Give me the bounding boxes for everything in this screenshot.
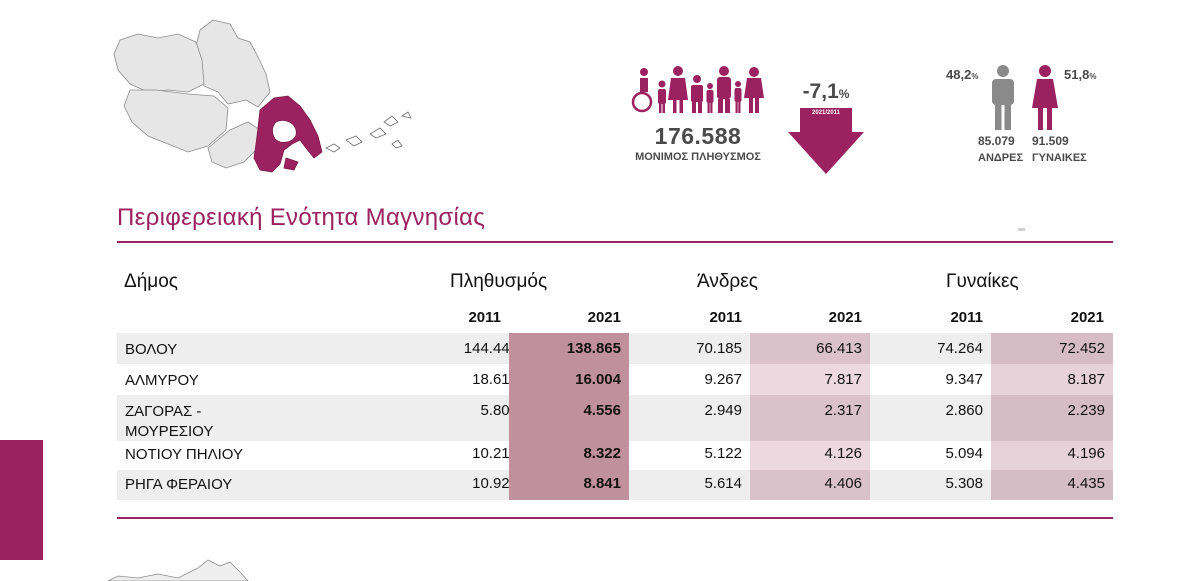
men-2011-value: 70.185: [696, 340, 742, 357]
year-women-2011: 2011: [950, 309, 983, 326]
pop-2011-value: 10.216: [472, 445, 518, 462]
people-group-icon: [631, 66, 764, 113]
pop-2011-value: 18.614: [472, 371, 518, 388]
change-period: 2021/2011: [811, 110, 841, 116]
next-region-map: [108, 559, 249, 581]
year-pop-2021: 2021: [587, 309, 621, 326]
male-figure-icon: [992, 65, 1014, 130]
women-2021-value: 4.196: [991, 441, 1113, 470]
men-2011-value: 9.267: [704, 371, 742, 388]
population-summary: 176.588 ΜΟΝΙΜΟΣ ΠΛΗΘΥΣΜΟΣ: [618, 64, 778, 163]
header-population: Πληθυσμός: [450, 271, 548, 292]
women-2011-value: 5.094: [945, 445, 983, 462]
side-accent-bar: [0, 440, 43, 560]
population-label: ΜΟΝΙΜΟΣ ΠΛΗΘΥΣΜΟΣ: [635, 151, 761, 163]
municipality-name: ΑΛΜΥΡΟΥ: [125, 372, 199, 389]
men-2021-value: 4.126: [750, 441, 870, 470]
table-row: ΑΛΜΥΡΟΥ 18.614 16.004 9.267 7.817 9.347 …: [117, 364, 1113, 395]
table-row: ΡΗΓΑ ΦΕΡΑΙΟΥ 10.922 8.841 5.614 4.406 5.…: [117, 470, 1113, 500]
women-2011-value: 74.264: [937, 340, 983, 357]
men-2021-value: 7.817: [750, 364, 870, 395]
year-women-2021: 2021: [1070, 309, 1104, 326]
header-men: Άνδρες: [697, 271, 758, 292]
table-row: ΖΑΓΟΡΑΣ - ΜΟΥΡΕΣΙΟΥ 5.809 4.556 2.949 2.…: [117, 395, 1113, 441]
male-label: ΑΝΔΡΕΣ: [978, 152, 1024, 164]
table-row: ΝΟΤΙΟΥ ΠΗΛΙΟΥ 10.216 8.322 5.122 4.126 5…: [117, 441, 1113, 470]
pop-2011-value: 5.809: [480, 402, 518, 419]
female-figure-icon: [1032, 65, 1058, 130]
men-2011-value: 5.122: [704, 445, 742, 462]
female-count: 91.509: [1032, 134, 1069, 148]
region-title: Περιφερειακή Ενότητα Μαγνησίας: [117, 204, 486, 231]
year-men-2021: 2021: [828, 309, 862, 326]
population-value: 176.588: [654, 123, 742, 149]
municipality-name: ΡΗΓΑ ΦΕΡΑΙΟΥ: [125, 476, 233, 493]
men-2011-value: 5.614: [704, 475, 742, 492]
decorative-mark: [1018, 228, 1025, 231]
municipality-name: ΝΟΤΙΟΥ ΠΗΛΙΟΥ: [125, 446, 243, 463]
region-map: [113, 19, 412, 173]
pop-2021-value: 8.322: [509, 441, 629, 470]
women-2021-value: 4.435: [991, 470, 1113, 500]
women-2021-value: 2.239: [991, 395, 1113, 441]
female-percentage: 51,8%: [1064, 67, 1097, 82]
men-2021-value: 2.317: [750, 395, 870, 441]
municipality-name: ΖΑΓΟΡΑΣ - ΜΟΥΡΕΣΙΟΥ: [125, 403, 214, 440]
year-pop-2011: 2011: [468, 309, 501, 326]
pop-2021-value: 138.865: [509, 333, 629, 364]
pop-2011-value: 10.922: [472, 475, 518, 492]
men-2011-value: 2.949: [704, 402, 742, 419]
pop-2011-value: 144.449: [463, 340, 518, 357]
male-count: 85.079: [978, 134, 1015, 148]
women-2021-value: 8.187: [991, 364, 1113, 395]
population-change: -7,1% 2021/2011: [786, 80, 866, 175]
change-value: -7,1%: [802, 80, 850, 103]
table-row: ΒΟΛΟΥ 144.449 138.865 70.185 66.413 74.2…: [117, 333, 1113, 364]
women-2021-value: 72.452: [991, 333, 1113, 364]
header-municipality: Δήμος: [124, 271, 178, 292]
pop-2021-value: 16.004: [509, 364, 629, 395]
divider-top: [117, 241, 1113, 243]
pop-2021-value: 4.556: [509, 395, 629, 441]
pop-2021-value: 8.841: [509, 470, 629, 500]
map-region-trikala: [113, 33, 205, 93]
women-2011-value: 9.347: [945, 371, 983, 388]
divider-bottom: [117, 517, 1113, 519]
men-2021-value: 66.413: [750, 333, 870, 364]
map-region-karditsa: [123, 89, 229, 153]
men-2021-value: 4.406: [750, 470, 870, 500]
municipality-name: ΒΟΛΟΥ: [125, 341, 178, 358]
women-2011-value: 2.860: [945, 402, 983, 419]
male-percentage: 48,2%: [946, 67, 979, 82]
header-women: Γυναίκες: [946, 271, 1019, 292]
year-men-2011: 2011: [709, 309, 742, 326]
female-label: ΓΥΝΑΙΚΕΣ: [1032, 152, 1087, 164]
gender-summary: 48,2% 51,8% 85.079 91.509 ΑΝΔΡΕΣ ΓΥΝΑΙΚΕ…: [940, 62, 1110, 172]
women-2011-value: 5.308: [945, 475, 983, 492]
down-arrow-icon: [788, 108, 864, 174]
map-region-larissa: [193, 19, 271, 108]
